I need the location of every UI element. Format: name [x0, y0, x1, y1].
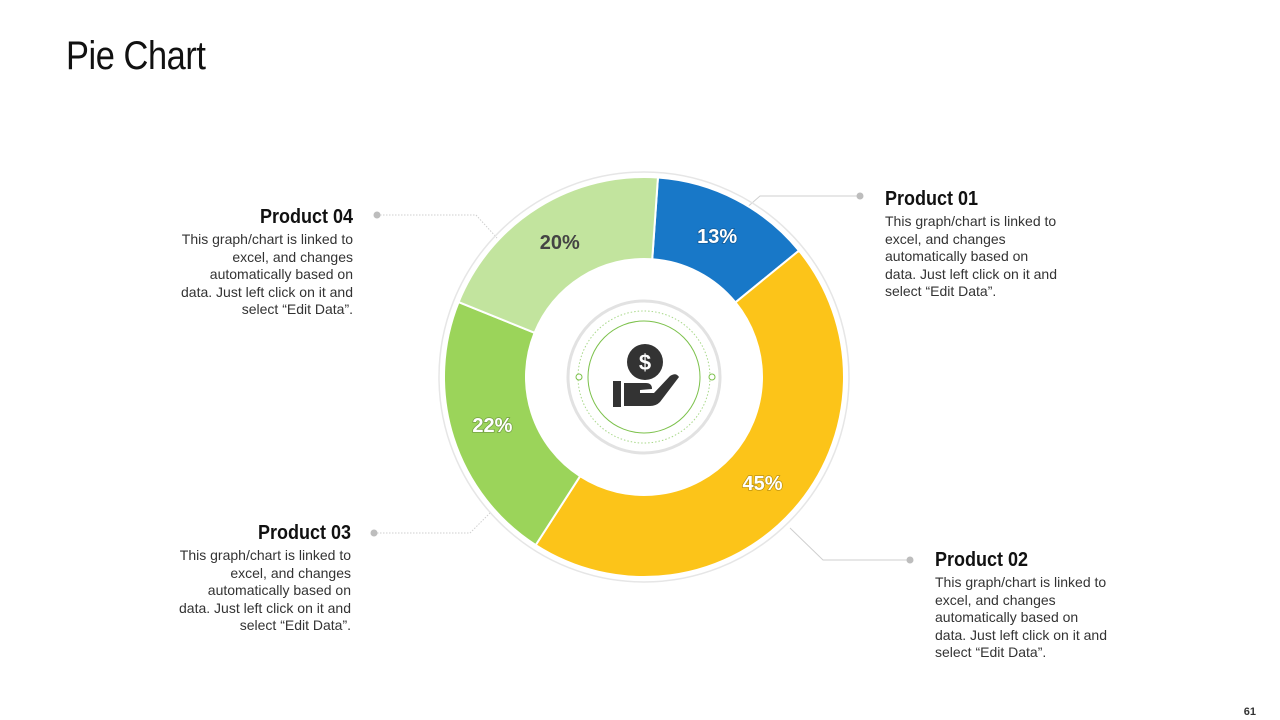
connector-dot	[856, 192, 864, 200]
svg-text:$: $	[639, 350, 651, 375]
connector-line	[743, 195, 860, 211]
connector-line	[374, 512, 491, 534]
slice-labels: 13% 45% 22% 20%	[472, 225, 784, 496]
connector-dot	[373, 211, 381, 219]
callout-product-03: Product 03 This graph/chart is linked to…	[176, 521, 351, 635]
slice-label: 20%	[540, 232, 580, 254]
connector-dot	[370, 529, 378, 537]
donut-slices	[443, 176, 845, 578]
page-number: 61	[1243, 706, 1256, 718]
callout-product-01: Product 01 This graph/chart is linked to…	[885, 187, 1060, 301]
chart-outer-ring	[438, 171, 850, 583]
callout-description: This graph/chart is linked to excel, and…	[179, 547, 351, 633]
slice-label: 13%	[697, 226, 737, 248]
callout-product-02: Product 02 This graph/chart is linked to…	[935, 548, 1110, 662]
connector-dot	[906, 556, 914, 564]
connector-line	[789, 527, 910, 561]
callout-description: This graph/chart is linked to excel, and…	[935, 574, 1107, 660]
callout-heading: Product 04	[259, 206, 353, 228]
callout-heading: Product 03	[257, 522, 351, 544]
callout-heading: Product 02	[935, 549, 1029, 571]
callout-heading: Product 01	[885, 188, 979, 210]
slice-label: 45%	[743, 473, 783, 495]
page-title: Pie Chart	[66, 34, 206, 78]
callout-product-04: Product 04 This graph/chart is linked to…	[178, 205, 353, 319]
center-icon-group: $	[526, 259, 762, 495]
connector-line	[377, 214, 498, 239]
callout-description: This graph/chart is linked to excel, and…	[181, 231, 353, 317]
slice-label: 22%	[472, 415, 512, 437]
connector-lines	[370, 192, 914, 564]
hand-holding-dollar-icon: $	[613, 344, 679, 407]
callout-description: This graph/chart is linked to excel, and…	[885, 213, 1057, 299]
